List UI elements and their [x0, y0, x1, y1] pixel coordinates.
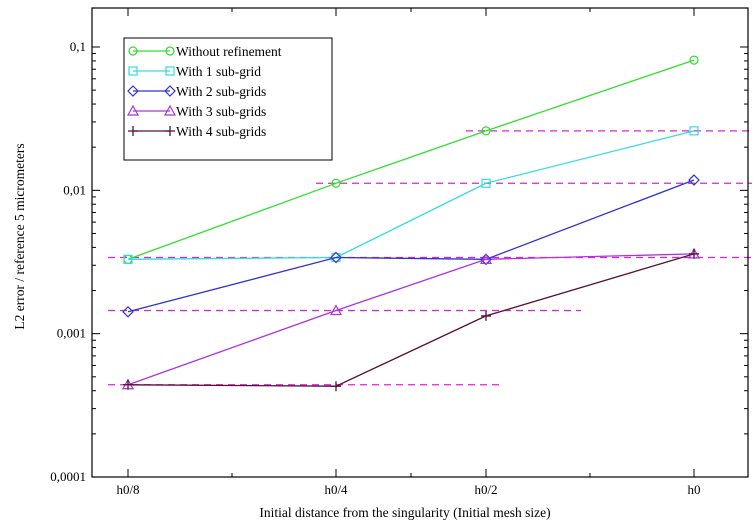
marker-diamond [122, 305, 134, 318]
legend-marker [128, 46, 138, 56]
legend-swatch-markers [128, 66, 175, 76]
plot-frame [91, 7, 749, 478]
legend-swatch-markers [126, 104, 177, 116]
legend-marker [128, 126, 138, 136]
legend-label: With 4 sub-grids [176, 124, 266, 139]
y-tick-label: 0,01 [63, 182, 86, 197]
marker-plus [331, 381, 341, 392]
marker-square [331, 252, 341, 263]
series-line [127, 130, 695, 260]
marker-square [481, 178, 491, 188]
legend: Without refinement With 1 sub-grid With 2 … [123, 37, 333, 161]
ticks: h0/8 h0/4 h0/2 h0 0,1 0,01 0,001 0,0001 [50, 8, 748, 497]
marker-square [123, 254, 133, 264]
series-line [127, 59, 695, 260]
marker-circle [689, 55, 699, 65]
series-lines [127, 59, 695, 387]
legend-swatch-markers [128, 46, 175, 56]
series-line [127, 179, 695, 313]
marker-circle [331, 178, 341, 188]
legend-label: Without refinement [176, 44, 282, 59]
series-markers [121, 55, 701, 392]
marker-plus [481, 310, 491, 321]
y-axis-label: L2 error / reference 5 micrometers [12, 143, 27, 329]
x-axis-label: Initial distance from the singularity (I… [259, 505, 550, 520]
legend-label: With 1 sub-grid [176, 64, 261, 79]
legend-marker [164, 85, 176, 97]
legend-marker [165, 46, 175, 56]
marker-plus [689, 248, 699, 259]
legend-marker [165, 126, 175, 136]
legend-marker [165, 66, 175, 76]
legend-label: With 3 sub-grids [176, 104, 266, 119]
marker-triangle [479, 253, 493, 264]
series-line [127, 253, 695, 387]
y-tick-label: 0,1 [70, 39, 86, 54]
x-tick-label: h0 [688, 482, 701, 497]
legend-swatch-markers [127, 85, 176, 97]
axes [91, 7, 749, 478]
series-line [127, 253, 695, 386]
legend-label: With 2 sub-grids [176, 84, 266, 99]
marker-diamond [480, 253, 492, 266]
x-tick-label: h0/8 [116, 482, 139, 497]
legend-swatch-markers [128, 126, 175, 136]
marker-plus [123, 379, 133, 390]
legend-marker [163, 104, 177, 116]
legend-box [123, 37, 333, 161]
marker-square [689, 126, 699, 136]
legend-marker [127, 85, 139, 97]
x-tick-label: h0/2 [474, 482, 497, 497]
marker-circle [481, 126, 491, 136]
x-tick-label: h0/4 [324, 482, 348, 497]
reference-lines [108, 130, 752, 386]
marker-diamond [688, 174, 700, 186]
y-tick-label: 0,0001 [50, 469, 86, 484]
legend-marker [126, 104, 140, 116]
marker-triangle [329, 304, 343, 316]
marker-diamond [330, 251, 342, 264]
y-tick-label: 0,001 [57, 326, 86, 341]
legend-marker [128, 66, 138, 76]
